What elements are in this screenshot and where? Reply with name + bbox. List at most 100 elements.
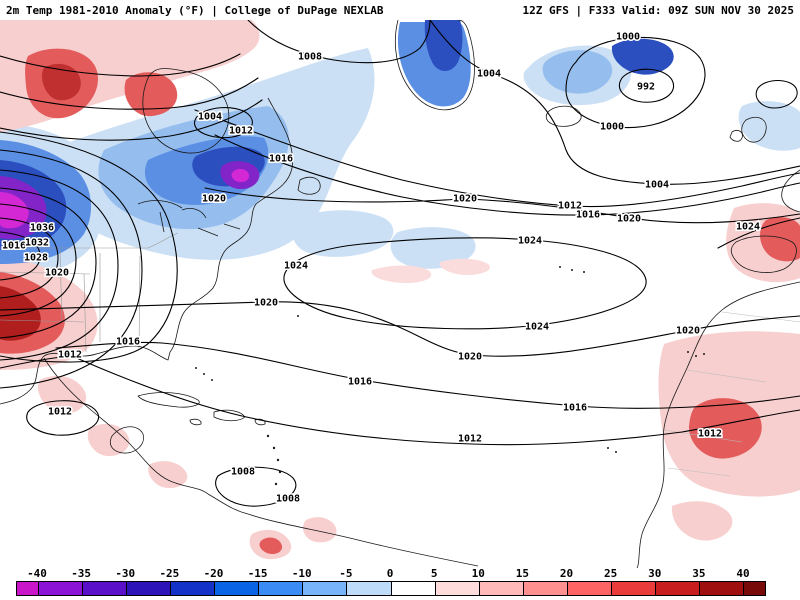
warm-anomaly-fill [688,398,762,459]
france-coastline [781,169,800,213]
isobar-alaska-3 [0,99,263,141]
island-dot [583,271,585,273]
island-dot [297,315,299,317]
isobar-1012-south [0,355,800,446]
colorbar-tick-label: 0 [386,567,394,580]
island-dot [274,482,278,486]
colorbar-tick-label: 15 [515,567,529,580]
isobar-1000-low [565,36,706,129]
colorbar-tick-label: -20 [203,567,224,580]
colorbar-segment [17,582,38,595]
colorbar-tick-label: 10 [471,567,485,580]
state-country-borders [0,232,800,477]
isobar-1004-atlantic [429,20,800,185]
contour-label: 1020 [676,326,700,337]
island-dot [266,434,270,438]
warm-anomaly-fill [760,217,800,262]
isobar-1016-north [214,134,800,216]
isobar-1024-iberia [717,217,800,249]
iceland-coastline [545,105,582,127]
contour-label: 992 [637,82,655,93]
contour-label: 1016 [348,377,372,388]
cold-anomaly-fill [292,210,394,257]
isobar-1008-south-america [215,466,297,507]
warm-anomaly-fill [37,375,87,414]
island-dot [276,458,280,462]
colorbar-segment [522,582,567,595]
isobar-closed-topright [755,79,798,109]
colorbar-segment [654,582,699,595]
colorbar-tick-label: 30 [648,567,662,580]
colorbar-segment [214,582,259,595]
cold-anomaly-fill [738,101,800,151]
yucatan-coastline [109,426,144,454]
title-bar: 2m Temp 1981-2010 Anomaly (°F) | College… [0,0,800,20]
island-dot [272,446,276,450]
colorbar-tick-label: -15 [247,567,268,580]
isobar-alaska-1 [0,53,241,77]
island-dot [703,353,705,355]
product-title: 2m Temp 1981-2010 Anomaly (°F) | College… [6,3,384,17]
warm-anomaly-fill [259,537,283,555]
contour-label: 1024 [525,322,549,333]
colorbar-labels: -40 -35 -30 -25 -20 -15 -10 -5 0 5 10 15 20 25 30 35 40 [16,567,776,581]
isobar-1004-quebec [193,107,253,139]
cold-anomaly-fill [231,168,250,183]
island-dot [695,355,697,357]
colorbar-segment [698,582,743,595]
colorbar [16,581,766,596]
contour-label: 1016 [563,403,587,414]
warm-anomaly-fill [302,517,337,543]
cold-anomaly-fill [542,50,613,94]
cold-anomaly-fill [424,20,463,71]
warm-anomaly-fill [439,258,490,276]
temperature-anomaly-fills [0,20,800,560]
contour-label: 1012 [458,434,482,445]
warm-anomaly-fill [371,265,432,284]
jamaica-coastline [189,418,202,426]
contour-label: 1000 [600,122,624,133]
contour-label: 1016 [576,210,600,221]
isobar-1024-west [0,187,97,339]
colorbar-segment [478,582,523,595]
island-dot [559,266,561,268]
colorbar-segment [302,582,347,595]
contour-label: 1016 [2,241,26,252]
colorbar-tick-label: -25 [159,567,180,580]
isobar-1032 [0,217,59,299]
newfoundland-coastline [297,176,321,195]
contour-label: 1016 [269,154,293,165]
isobar-1016-south [55,341,800,409]
coastlines [0,20,800,568]
us-state-borders [0,232,179,353]
contour-label: 1016 [116,337,140,348]
small-islands [195,266,705,486]
contour-label: 1020 [45,268,69,279]
colorbar-tick-label: 40 [736,567,750,580]
isobar-1012-north [194,109,800,208]
british-isles-coastline [729,116,767,143]
contour-label: 1008 [298,52,322,63]
colorbar-tick-label: -30 [115,567,136,580]
colorbar-tick-label: -35 [71,567,92,580]
isobar-1020-south [0,301,800,357]
isobar-1036 [0,231,41,281]
africa-country-borders [663,311,800,477]
contour-label: 1028 [24,253,48,264]
contour-label: 1012 [58,350,82,361]
isobar-1008-top [247,20,431,64]
colorbar-tick-label: -5 [339,567,353,580]
colorbar-segment [170,582,215,595]
contour-label: 1020 [453,194,477,205]
warm-anomaly-fill [87,423,130,457]
colorbar-segment [82,582,127,595]
colorbar-segment [610,582,655,595]
island-dot [211,379,213,381]
warm-anomaly-fill [671,501,733,541]
contour-label: 1024 [736,222,760,233]
contour-label: 1012 [48,407,72,418]
warm-anomaly-fill [124,72,178,117]
contour-label: 1012 [698,429,722,440]
